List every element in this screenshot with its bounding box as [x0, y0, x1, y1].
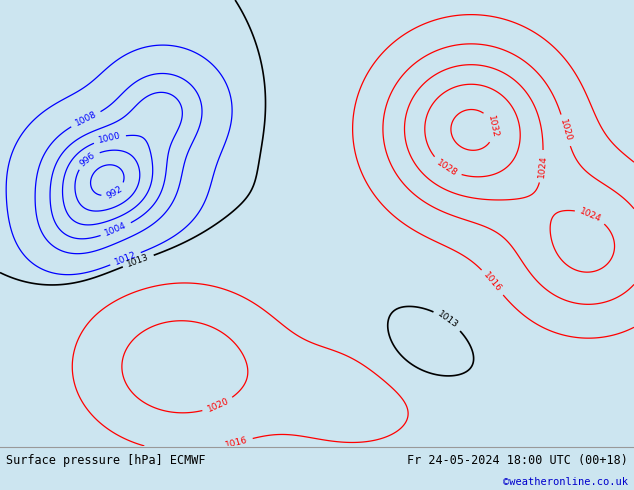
Text: 1013: 1013: [126, 253, 151, 269]
Text: 1032: 1032: [486, 114, 500, 139]
Text: 992: 992: [105, 184, 124, 200]
Text: Fr 24-05-2024 18:00 UTC (00+18): Fr 24-05-2024 18:00 UTC (00+18): [407, 454, 628, 466]
Text: 996: 996: [79, 150, 98, 168]
Text: ©weatheronline.co.uk: ©weatheronline.co.uk: [503, 477, 628, 487]
Text: 1020: 1020: [558, 118, 573, 143]
Text: 1016: 1016: [482, 270, 503, 294]
Text: 1024: 1024: [536, 154, 548, 178]
Text: 1012: 1012: [113, 250, 138, 267]
Text: 1028: 1028: [435, 158, 459, 178]
Text: Surface pressure [hPa] ECMWF: Surface pressure [hPa] ECMWF: [6, 454, 206, 466]
Text: 1020: 1020: [205, 396, 230, 414]
Text: 1004: 1004: [104, 221, 128, 238]
Text: 1024: 1024: [578, 207, 603, 224]
Text: 1008: 1008: [74, 110, 98, 128]
Text: 1013: 1013: [436, 310, 460, 330]
Text: 1016: 1016: [224, 436, 249, 450]
Text: 1000: 1000: [98, 131, 122, 146]
